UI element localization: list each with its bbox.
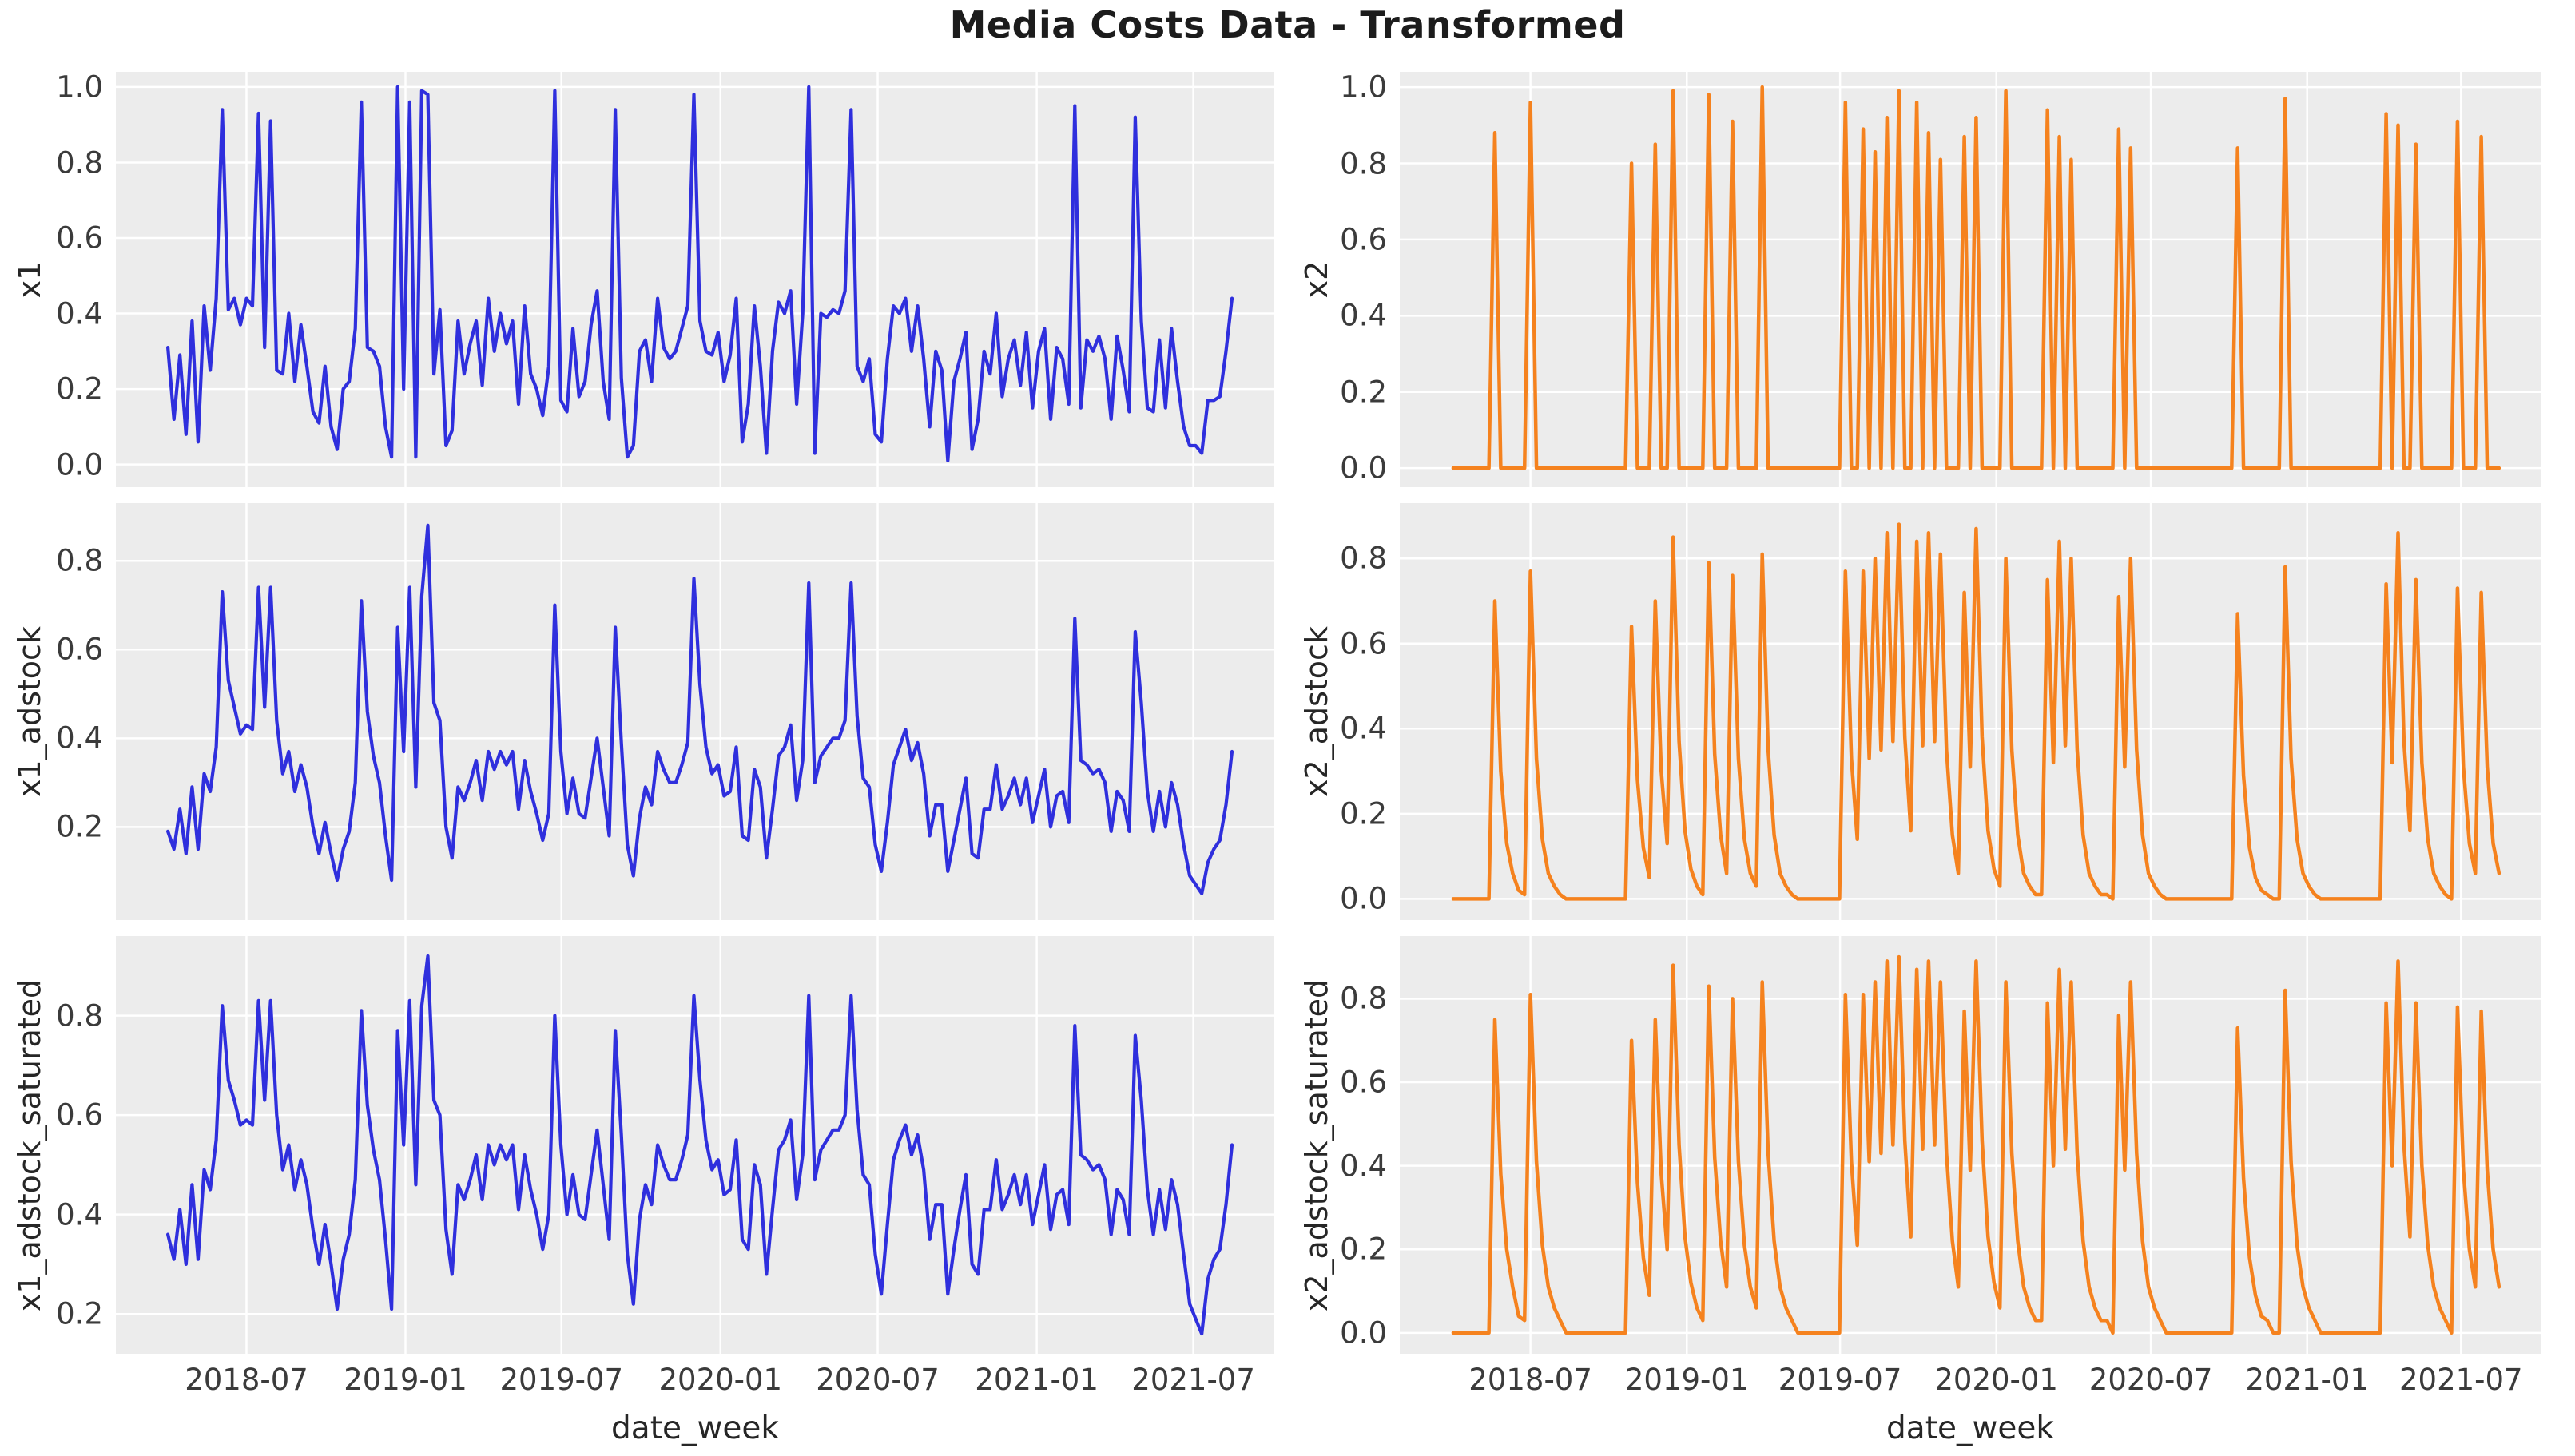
y-tick-label: 0.6 [1340,626,1387,661]
x1_adstock-plot-area [116,503,1274,920]
y-axis-label: x2_adstock [1299,626,1334,797]
x-tick-label: 2018-07 [1468,1363,1592,1397]
y-tick-label: 0.6 [1340,222,1387,257]
y-axis-label: x2 [1299,260,1334,299]
x-tick-label: 2019-07 [499,1363,624,1397]
y-tick-label: 1.0 [56,69,103,105]
x-tick-label: 2019-01 [1624,1363,1749,1397]
x-tick-label: 2021-01 [2245,1363,2369,1397]
y-tick-label: 0.8 [56,543,103,578]
y-tick-label: 0.6 [56,1097,103,1133]
x-axis-label-left: date_week [611,1410,779,1446]
y-tick-label: 0.8 [1340,981,1387,1016]
y-tick-label: 0.2 [56,809,103,844]
x2_adstock-line [1451,522,2501,901]
x-tick-label: 2019-07 [1778,1363,1902,1397]
figure-title: Media Costs Data - Transformed [949,3,1626,46]
x-axis-label-right: date_week [1886,1410,2054,1446]
subplot-x1-adstock: x1_adstock 0.2 0.4 0.6 0.8 [12,503,1274,920]
y-tick-label: 0.8 [1340,541,1387,576]
subplot-x2: x2 0.0 0.2 0.4 0.6 0.8 1.0 [1299,72,2541,487]
y-tick-label: 0.0 [1340,881,1387,916]
x1-plot-area [116,72,1274,487]
x2_adstock-plot-area [1400,503,2541,920]
y-tick-label: 0.2 [56,371,103,407]
x-tick-label: 2021-07 [2398,1363,2523,1397]
x1_adstock-line [165,523,1234,895]
x-tick-label: 2018-07 [185,1363,308,1397]
y-tick-label: 0.2 [56,1296,103,1331]
y-tick-label: 0.0 [1340,1315,1387,1351]
y-axis-label: x1_adstock_saturated [12,978,47,1311]
y-tick-label: 0.4 [1340,711,1387,746]
y-tick-label: 0.6 [56,220,103,256]
x1_adstock_saturated-plot-area [116,936,1274,1354]
x1-line [165,85,1234,462]
y-tick-label: 0.2 [1340,375,1387,410]
y-axis-label: x1 [12,260,47,299]
x2-plot-area [1400,72,2541,487]
y-tick-label: 0.0 [1340,450,1387,486]
y-tick-label: 0.4 [1340,298,1387,333]
y-tick-label: 0.0 [56,447,103,482]
y-tick-label: 0.6 [1340,1065,1387,1100]
x1_adstock_saturated-line [165,954,1234,1336]
x2-line [1451,85,2501,470]
y-tick-label: 1.0 [1340,69,1387,105]
subplot-x1: x1 0.0 0.2 0.4 0.6 0.8 1.0 [12,72,1274,487]
x-tick-label: 2020-07 [816,1363,940,1397]
y-tick-label: 0.4 [56,1197,103,1232]
y-tick-label: 0.4 [56,720,103,756]
x-tick-label: 2019-01 [344,1363,467,1397]
y-tick-label: 0.8 [56,145,103,180]
x-tick-label: 2021-01 [975,1363,1099,1397]
y-tick-label: 0.4 [56,296,103,331]
subplot-x2-adstock-saturated: x2_adstock_saturated 0.0 0.2 0.4 0.6 0.8 2018-… [1299,936,2541,1395]
x2_adstock_saturated-line [1451,954,2501,1335]
y-axis-label: x2_adstock_saturated [1299,978,1334,1311]
x-tick-label: 2021-07 [1131,1363,1255,1397]
x-tick-label: 2020-01 [1934,1363,2058,1397]
x2_adstock_saturated-plot-area [1400,936,2541,1354]
y-axis-label: x1_adstock [12,626,47,797]
subplot-x1-adstock-saturated: x1_adstock_saturated 0.2 0.4 0.6 0.8 2018-07 2… [12,936,1274,1395]
subplot-x2-adstock: x2_adstock 0.0 0.2 0.4 0.6 0.8 [1299,503,2541,920]
y-tick-label: 0.2 [1340,796,1387,831]
y-tick-label: 0.8 [56,998,103,1033]
y-tick-label: 0.8 [1340,146,1387,181]
y-tick-label: 0.4 [1340,1149,1387,1184]
y-tick-label: 0.2 [1340,1232,1387,1267]
x-tick-label: 2020-07 [2088,1363,2213,1397]
x-tick-label: 2020-01 [658,1363,783,1397]
y-tick-label: 0.6 [56,632,103,667]
